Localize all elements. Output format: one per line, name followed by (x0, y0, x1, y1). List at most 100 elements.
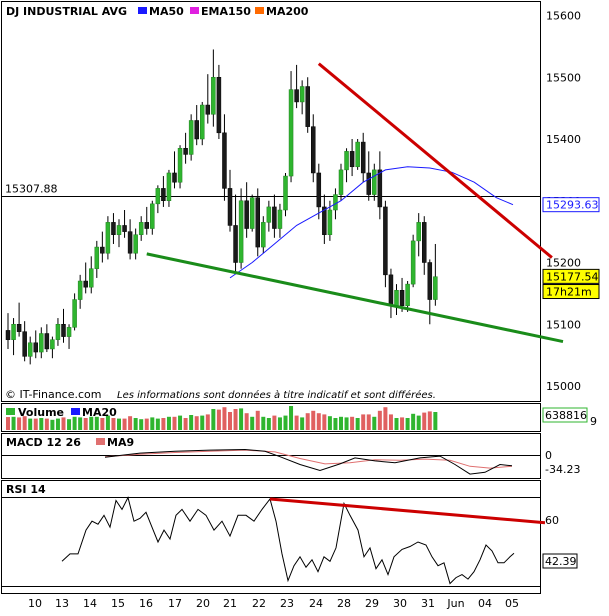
candle-up (138, 222, 144, 235)
volume-bar-down (33, 418, 38, 430)
legend-ema150: EMA150 (201, 5, 251, 18)
volume-bars (6, 406, 438, 430)
volume-bar-up (11, 416, 16, 430)
candle-up (27, 342, 33, 357)
volume-bar-down (272, 415, 277, 430)
volume-title: Volume (18, 406, 64, 419)
candle-up (405, 283, 410, 306)
volume-bar-down (128, 416, 133, 430)
candle-down (316, 172, 322, 208)
candles-group (5, 49, 438, 365)
volume-bar-up (200, 415, 205, 430)
candle-down (222, 132, 227, 189)
candle-down (172, 172, 177, 183)
volume-bar-down (61, 417, 66, 430)
candle-up (355, 141, 360, 168)
price-tick-label: 15600 (546, 10, 581, 23)
legend-swatch-ma200 (255, 7, 264, 14)
candle-up (433, 276, 438, 300)
volume-bar-down (427, 411, 432, 430)
candle-down (100, 246, 105, 254)
volume-bar-down (311, 410, 316, 430)
volume-bar-down (228, 412, 232, 430)
disclaimer: Les informations sont données à titre in… (117, 389, 436, 401)
volume-bar-up (261, 416, 266, 430)
x-tick-label: 21 (223, 597, 237, 610)
x-tick-label: 13 (55, 597, 69, 610)
candle-up (416, 222, 421, 242)
legend-swatch-volume (6, 408, 15, 415)
candle-up (283, 175, 288, 211)
candle-down (111, 222, 116, 235)
price-tick-label: 15500 (546, 71, 581, 84)
volume-bar-up (283, 415, 288, 430)
volume-bar-up (72, 416, 77, 430)
candle-up (211, 77, 216, 115)
svg-text:17h21m: 17h21m (546, 286, 592, 299)
volume-bar-down (400, 417, 405, 430)
volume-bar-down (383, 407, 388, 430)
candle-down (22, 331, 27, 357)
volume-bar-up (372, 416, 377, 430)
volume-bar-down (205, 414, 210, 430)
volume-bar-up (411, 413, 416, 430)
ma50-line (229, 166, 514, 279)
candle-up (288, 89, 294, 177)
svg-text:15177.54: 15177.54 (546, 270, 599, 283)
candle-up (238, 200, 244, 263)
source-credit: © IT-Finance.com (5, 388, 102, 401)
volume-bar-up (339, 416, 343, 430)
volume-bar-up (50, 419, 55, 430)
volume-bar-up (277, 417, 282, 430)
candle-up (200, 104, 205, 140)
legend-swatch-ma9 (96, 438, 105, 445)
rsi-line (61, 496, 515, 585)
volume-bar-up (133, 418, 138, 430)
candle-up (338, 169, 344, 195)
price-tick-label: 15000 (546, 380, 581, 393)
volume-badge-extra: 9 (590, 415, 597, 428)
x-tick-label: 29 (365, 597, 379, 610)
candle-up (72, 299, 77, 328)
volume-bar-down (305, 413, 310, 430)
volume-bar-down (222, 407, 227, 430)
candle-down (422, 222, 427, 263)
candle-up (50, 339, 55, 350)
volume-bar-up (178, 415, 183, 430)
candle-down (5, 330, 11, 340)
price-tick-label: 15400 (546, 133, 581, 146)
candle-up (39, 333, 44, 353)
candle-down (33, 342, 38, 353)
candle-down (244, 200, 249, 229)
x-tick-label: 28 (337, 597, 351, 610)
candle-up (394, 290, 399, 306)
volume-bar-up (105, 415, 110, 430)
x-tick-label: 16 (139, 597, 153, 610)
volume-bar-up (78, 417, 83, 430)
price-y-axis: 15000151001520015300154001550015600 (546, 10, 581, 394)
volume-bar-down (122, 418, 127, 430)
volume-bar-up (344, 417, 349, 430)
volume-bar-down (144, 418, 149, 430)
legend-swatch-ma50 (138, 7, 147, 14)
legend-ma50: MA50 (149, 5, 184, 18)
volume-bar-down (161, 418, 166, 430)
legend-ma200: MA200 (266, 5, 309, 18)
volume-bar-down (233, 409, 238, 430)
candle-down (399, 290, 405, 306)
candle-up (155, 188, 161, 205)
volume-bar-down (422, 412, 427, 430)
candle-up (333, 194, 338, 211)
volume-bar-up (266, 418, 271, 430)
candle-up (249, 197, 255, 229)
candle-down (61, 324, 66, 337)
x-tick-label: 30 (393, 597, 407, 610)
candle-down (311, 126, 316, 174)
candle-up (166, 172, 172, 201)
volume-bar-up (94, 416, 99, 430)
candle-down (322, 206, 327, 235)
macd-zero-tick: 0 (545, 449, 552, 462)
volume-badge-box (542, 407, 588, 423)
volume-bar-up (117, 418, 121, 430)
